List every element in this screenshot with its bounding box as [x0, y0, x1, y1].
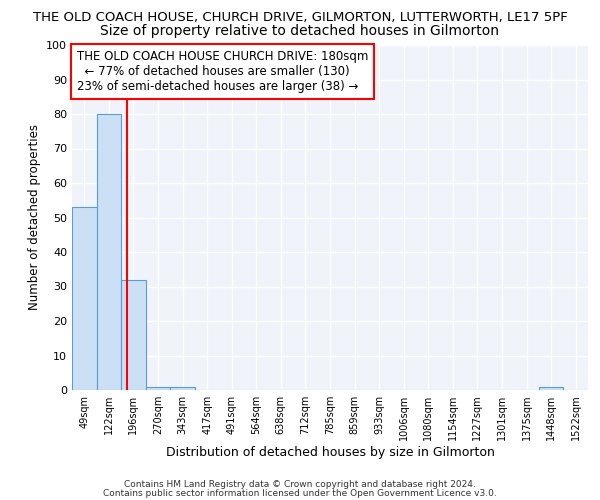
Bar — [121, 280, 146, 390]
Text: THE OLD COACH HOUSE CHURCH DRIVE: 180sqm
  ← 77% of detached houses are smaller : THE OLD COACH HOUSE CHURCH DRIVE: 180sqm… — [77, 50, 368, 93]
Bar — [97, 114, 121, 390]
Bar — [72, 207, 97, 390]
Bar — [170, 386, 195, 390]
Bar — [146, 386, 170, 390]
Text: Contains public sector information licensed under the Open Government Licence v3: Contains public sector information licen… — [103, 488, 497, 498]
X-axis label: Distribution of detached houses by size in Gilmorton: Distribution of detached houses by size … — [166, 446, 494, 459]
Y-axis label: Number of detached properties: Number of detached properties — [28, 124, 41, 310]
Bar — [539, 386, 563, 390]
Text: Size of property relative to detached houses in Gilmorton: Size of property relative to detached ho… — [101, 24, 499, 38]
Text: Contains HM Land Registry data © Crown copyright and database right 2024.: Contains HM Land Registry data © Crown c… — [124, 480, 476, 489]
Text: THE OLD COACH HOUSE, CHURCH DRIVE, GILMORTON, LUTTERWORTH, LE17 5PF: THE OLD COACH HOUSE, CHURCH DRIVE, GILMO… — [32, 11, 568, 24]
